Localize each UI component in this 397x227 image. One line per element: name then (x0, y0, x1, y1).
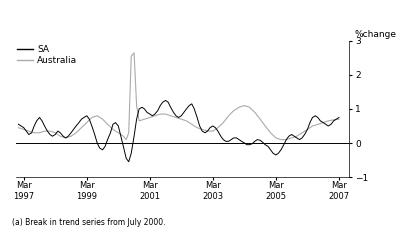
Legend: SA, Australia: SA, Australia (17, 45, 77, 65)
Text: (a) Break in trend series from July 2000.: (a) Break in trend series from July 2000… (12, 218, 166, 227)
Text: %change: %change (355, 30, 396, 39)
